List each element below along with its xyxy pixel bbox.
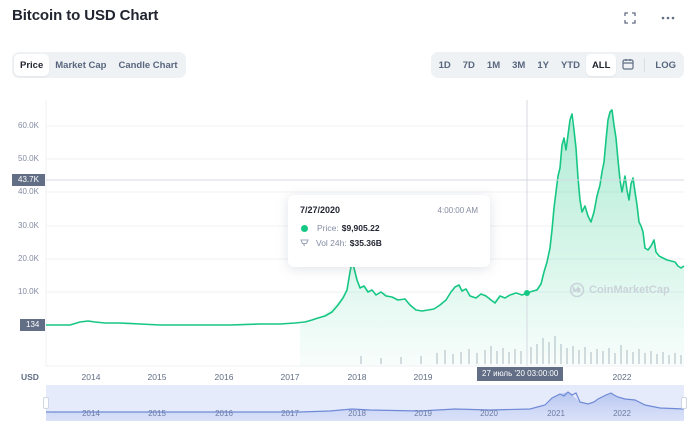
divider — [644, 58, 646, 72]
navigator-label: 2019 — [414, 409, 432, 418]
calendar-button[interactable] — [616, 54, 640, 76]
x-crosshair-badge: 27 июль '20 03:00:00 — [477, 367, 564, 381]
navigator-label: 2020 — [480, 409, 498, 418]
volume-icon — [300, 239, 309, 247]
view-tabs: Price Market Cap Candle Chart — [12, 52, 186, 78]
range-tabs: 1D 7D 1M 3M 1Y YTD ALL LOG — [430, 52, 684, 78]
tab-candle-chart[interactable]: Candle Chart — [118, 59, 178, 71]
x-tick: 2019 — [413, 372, 433, 382]
navigator-label: 2016 — [215, 409, 233, 418]
y-tick: 20.0K — [18, 254, 39, 263]
navigator-label: 2014 — [82, 409, 100, 418]
tooltip-volume-value: $35.36B — [349, 238, 382, 248]
y-low-badge: 134 — [20, 319, 46, 331]
page-title: Bitcoin to USD Chart — [12, 7, 159, 24]
range-3m[interactable]: 3M — [512, 59, 526, 71]
navigator-left-handle[interactable] — [43, 397, 49, 409]
x-tick: 2016 — [214, 372, 234, 382]
calendar-icon — [622, 58, 635, 73]
price-tooltip: 7/27/2020 4:00:00 AM Price: $9,905.22 Vo… — [288, 195, 490, 267]
navigator-line — [46, 391, 685, 413]
x-tick: 2022 — [612, 372, 632, 382]
tooltip-price-value: $9,905.22 — [341, 223, 380, 233]
hover-point — [524, 290, 530, 296]
y-tick: 40.0K — [18, 187, 39, 196]
y-tick: 50.0K — [18, 154, 39, 163]
navigator-label: 2017 — [281, 409, 299, 418]
coinmarketcap-watermark: CoinMarketCap — [569, 282, 670, 298]
navigator-label: 2015 — [148, 409, 166, 418]
log-toggle[interactable]: LOG — [655, 59, 676, 71]
y-tick: 30.0K — [18, 221, 39, 230]
tab-market-cap[interactable]: Market Cap — [55, 59, 107, 71]
price-area — [300, 108, 684, 366]
currency-label: USD — [21, 372, 39, 382]
price-dot-icon — [301, 224, 308, 232]
x-tick: 2018 — [347, 372, 367, 382]
navigator-label: 2022 — [613, 409, 631, 418]
navigator-area — [46, 392, 684, 421]
tab-price[interactable]: Price — [14, 54, 50, 76]
navigator-label: 2018 — [348, 409, 366, 418]
range-1m[interactable]: 1M — [486, 59, 501, 71]
navigator-right-handle[interactable] — [681, 397, 687, 409]
range-1y[interactable]: 1Y — [537, 59, 549, 71]
tooltip-time: 4:00:00 AM — [437, 205, 478, 215]
tooltip-date: 7/27/2020 — [300, 205, 341, 215]
price-line — [46, 109, 685, 326]
range-all[interactable]: ALL — [585, 54, 617, 76]
navigator-label: 2021 — [547, 409, 565, 418]
x-tick: 2014 — [81, 372, 101, 382]
range-1d[interactable]: 1D — [438, 59, 451, 71]
header-actions — [622, 10, 676, 26]
x-tick: 2017 — [280, 372, 300, 382]
fullscreen-icon[interactable] — [622, 10, 638, 26]
tooltip-price-label: Price: — [317, 223, 339, 233]
coinmarketcap-logo-icon — [569, 282, 585, 298]
more-icon[interactable] — [660, 10, 676, 26]
tooltip-volume-label: Vol 24h: — [316, 238, 347, 248]
x-tick: 2015 — [147, 372, 167, 382]
range-ytd[interactable]: YTD — [560, 59, 580, 71]
range-7d[interactable]: 7D — [462, 59, 475, 71]
y-tick: 10.0K — [18, 287, 39, 296]
y-tick: 60.0K — [18, 121, 39, 130]
y-crosshair-badge: 43.7K — [12, 174, 45, 186]
